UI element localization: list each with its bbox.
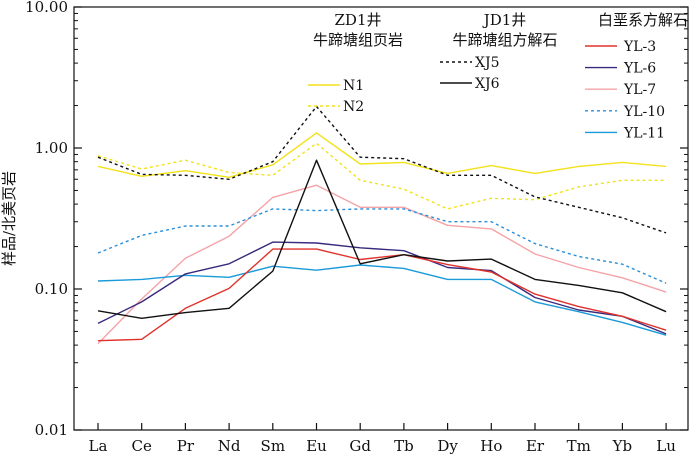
legend-label-n2: N2 xyxy=(343,99,364,115)
legend-label-yl-3: YL-3 xyxy=(623,39,656,55)
plot-frame xyxy=(73,6,689,431)
x-tick-label: Nd xyxy=(218,437,241,455)
x-tick-label: Tb xyxy=(394,437,414,455)
series-line-xj6 xyxy=(97,159,667,319)
y-tick-label: 10.00 xyxy=(25,0,68,16)
series-line-yl-3 xyxy=(97,248,667,342)
x-tick-label: La xyxy=(89,437,108,455)
x-tick-label: Tm xyxy=(567,437,591,455)
legend-group-title: 白垩系方解石 xyxy=(598,11,688,29)
series-line-yl-7 xyxy=(97,184,667,345)
legend-label-yl-7: YL-7 xyxy=(623,82,656,98)
x-tick-label: Lu xyxy=(656,437,676,455)
x-tick-label: Er xyxy=(526,437,545,455)
series-line-yl-6 xyxy=(97,241,667,335)
legend-label-xj6: XJ6 xyxy=(475,76,500,92)
x-tick-label: Gd xyxy=(349,437,371,455)
series-line-yl-10 xyxy=(97,208,667,284)
series-line-n1 xyxy=(97,132,667,179)
y-axis: 0.01 0.10 1.00 10.00 xyxy=(25,0,688,439)
y-axis-title: 样品/北美页岩 xyxy=(0,171,18,266)
x-tick-label: Ho xyxy=(480,437,502,455)
y-tick-label: 0.01 xyxy=(35,421,68,439)
series-line-xj5 xyxy=(97,105,667,234)
x-tick-label: Dy xyxy=(437,437,458,455)
series-lines xyxy=(97,105,667,345)
x-tick-label: Sm xyxy=(261,437,286,455)
legend-group-subtitle: 牛蹄塘组方解石 xyxy=(452,31,557,49)
x-tick-label: Pr xyxy=(177,437,195,455)
x-tick-label: Eu xyxy=(306,437,327,455)
legend-label-yl-6: YL-6 xyxy=(623,61,656,77)
series-line-yl-11 xyxy=(97,264,667,336)
legend-label-yl-11: YL-11 xyxy=(623,125,665,141)
series-line-n2 xyxy=(97,142,667,210)
legend-label-yl-10: YL-10 xyxy=(623,104,665,120)
y-tick-label: 1.00 xyxy=(35,139,68,157)
x-axis: La Ce Pr Nd Sm Eu Gd Tb Dy Ho Er Tm Yb Lu xyxy=(89,423,676,455)
legend-label-xj5: XJ5 xyxy=(475,55,500,71)
y-tick-label: 0.10 xyxy=(35,280,68,298)
x-tick-label: Ce xyxy=(132,437,152,455)
x-tick-label: Yb xyxy=(612,437,633,455)
legend-label-n1: N1 xyxy=(343,78,364,94)
legend-group-subtitle: 牛蹄塘组页岩 xyxy=(313,31,403,49)
legend-group-title: JD1井 xyxy=(482,11,527,29)
legend-group-title: ZD1井 xyxy=(335,11,382,29)
